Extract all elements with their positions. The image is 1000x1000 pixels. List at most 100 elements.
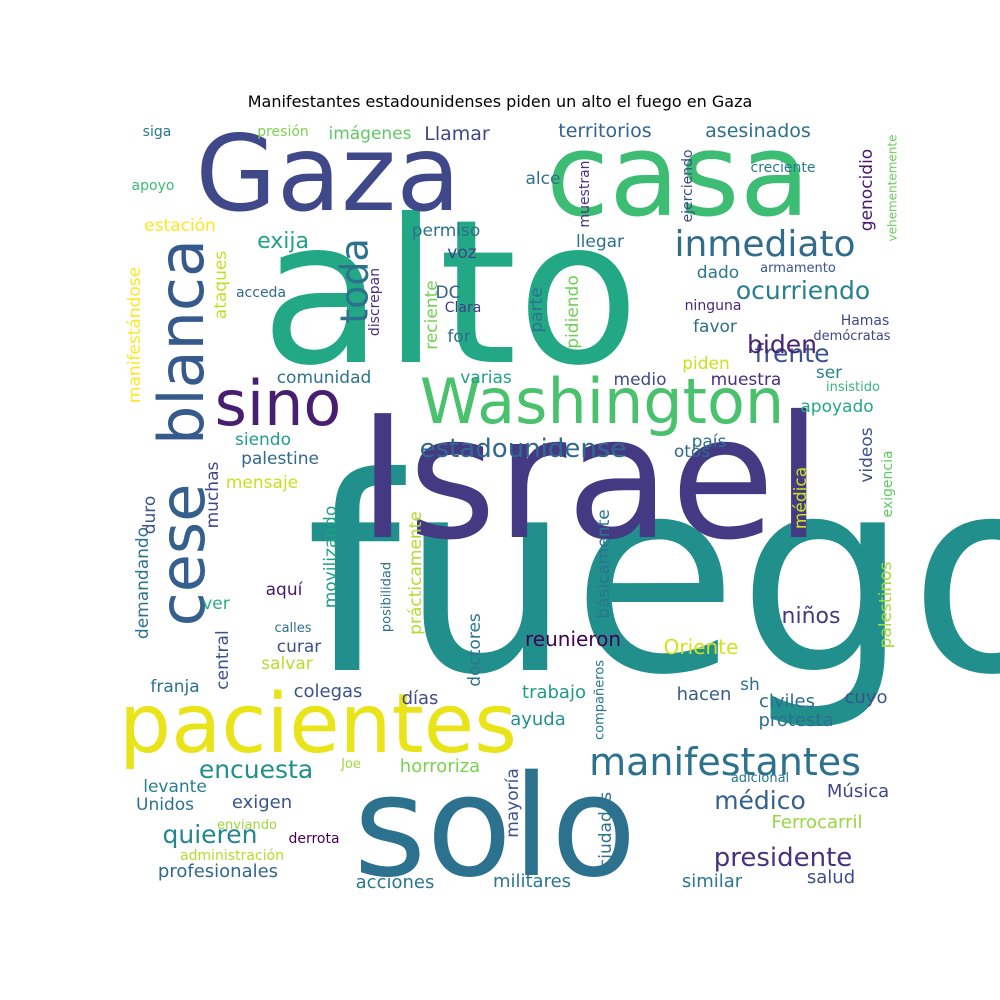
word-54: mensaje xyxy=(226,473,298,493)
word-27: asesinados xyxy=(705,120,811,142)
word-56: siendo xyxy=(235,430,291,450)
word-62: ser xyxy=(816,363,842,383)
word-40: civiles xyxy=(759,691,815,712)
word-115: compañeros xyxy=(593,660,608,740)
word-18: médico xyxy=(714,786,806,815)
word-43: trabajo xyxy=(522,682,586,703)
word-11: manifestantes xyxy=(589,740,861,784)
word-111: central xyxy=(213,630,233,689)
word-22: biden xyxy=(747,330,817,359)
word-24: reunieron xyxy=(525,627,621,651)
word-49: franja xyxy=(150,677,199,697)
word-118: sh xyxy=(740,675,760,695)
word-67: dado xyxy=(697,263,739,283)
word-21: exija xyxy=(257,229,309,254)
word-71: DC xyxy=(436,283,461,303)
word-37: exigen xyxy=(232,792,292,813)
word-79: armamento xyxy=(760,261,836,276)
word-58: varias xyxy=(460,368,512,388)
word-69: voz xyxy=(447,243,476,263)
word-108: muchas xyxy=(203,461,223,528)
word-85: Clara xyxy=(445,300,482,316)
word-39: protesta xyxy=(758,710,833,731)
word-101: pidiendo xyxy=(563,275,583,348)
word-110: duro xyxy=(140,496,160,535)
word-117: ciudades xyxy=(596,792,616,868)
word-66: favor xyxy=(693,317,737,337)
word-0: fuego xyxy=(306,419,1000,734)
word-72: for xyxy=(447,327,470,347)
word-46: colegas xyxy=(294,681,363,702)
word-26: territorios xyxy=(558,120,651,142)
word-2: alto xyxy=(261,177,640,410)
word-42: cuyo xyxy=(845,687,888,708)
word-38: horroriza xyxy=(400,756,480,777)
word-60: muestra xyxy=(711,370,782,390)
word-76: presión xyxy=(257,124,309,140)
word-61: piden xyxy=(682,354,730,374)
word-83: insistido xyxy=(826,380,880,395)
word-14: presidente xyxy=(714,843,853,873)
word-35: Ferrocarril xyxy=(772,812,863,833)
word-1: Israel xyxy=(358,380,823,578)
word-50: levante xyxy=(143,777,207,797)
word-7: Washington xyxy=(420,365,784,438)
word-31: acciones xyxy=(356,872,435,893)
word-6: pacientes xyxy=(119,677,517,772)
word-20: frente xyxy=(755,339,830,368)
word-33: similar xyxy=(682,871,743,892)
word-73: alce xyxy=(526,169,561,189)
word-116: mayoría xyxy=(503,768,523,838)
word-28: Llamar xyxy=(424,123,490,145)
word-16: ocurriendo xyxy=(736,276,870,305)
word-88: derrota xyxy=(288,831,339,847)
word-4: Gaza xyxy=(195,113,460,235)
word-89: enviando xyxy=(217,818,277,833)
word-41: hacen xyxy=(677,684,732,705)
word-95: muestran xyxy=(577,160,593,227)
word-5: solo xyxy=(353,746,636,909)
word-112: prácticamente xyxy=(406,511,426,635)
word-113: posibilidad xyxy=(380,562,395,632)
word-103: exigencia xyxy=(880,450,896,517)
word-99: reciente xyxy=(422,280,442,350)
word-92: vehementemente xyxy=(886,134,900,241)
word-45: días xyxy=(402,688,439,709)
word-51: Unidos xyxy=(136,795,194,815)
word-23: niños xyxy=(782,604,841,629)
word-29: imágenes xyxy=(328,124,411,144)
word-87: adicional xyxy=(731,771,789,786)
word-64: país xyxy=(692,432,727,452)
word-91: calles xyxy=(274,621,311,636)
word-53: ver xyxy=(202,594,230,614)
word-81: Hamas xyxy=(841,313,890,329)
word-32: militares xyxy=(493,871,571,892)
word-77: estación xyxy=(144,216,216,236)
word-8: sino xyxy=(215,367,342,440)
word-12: inmediato xyxy=(674,224,855,265)
word-34: salud xyxy=(807,867,855,888)
word-59: medio xyxy=(614,370,667,390)
word-19: quieren xyxy=(163,820,258,849)
word-86: Joe xyxy=(340,757,361,772)
word-104: médica xyxy=(791,467,811,529)
word-84: acceda xyxy=(236,285,286,301)
word-94: ejerciendo xyxy=(680,149,696,222)
word-107: movilizando xyxy=(321,506,341,609)
word-70: llegar xyxy=(576,232,624,252)
word-52: aquí xyxy=(266,580,304,600)
word-78: creciente xyxy=(751,160,816,176)
word-30: profesionales xyxy=(158,861,278,882)
word-65: otos xyxy=(674,442,710,462)
word-97: manifestándose xyxy=(125,267,145,403)
word-93: genocidio xyxy=(857,149,877,231)
word-90: administración xyxy=(180,848,284,864)
word-25: Oriente xyxy=(664,635,739,659)
word-13: toda xyxy=(333,238,377,324)
word-98: discrepan xyxy=(367,268,383,336)
word-106: básicamente xyxy=(594,509,614,618)
word-57: comunidad xyxy=(277,368,372,388)
word-100: parte xyxy=(527,287,547,332)
word-44: ayuda xyxy=(510,709,566,730)
word-96: ataques xyxy=(211,251,231,320)
